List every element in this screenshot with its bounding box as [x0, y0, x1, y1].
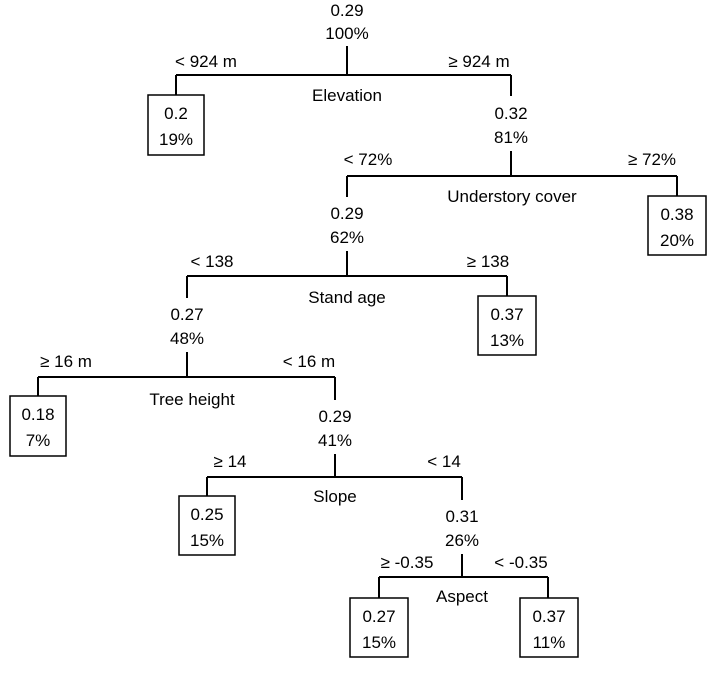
leaf-aspect-high	[349, 597, 409, 658]
slope-split-label: Slope	[313, 487, 356, 506]
leaf-aspect-high-value: 0.27	[362, 607, 395, 626]
leaf-treeheight-high-value: 0.18	[21, 405, 54, 424]
leaf-aspect-low-value: 0.37	[532, 607, 565, 626]
treeheight-split-label: Tree height	[149, 390, 235, 409]
aspect-node-value: 0.31	[445, 507, 478, 526]
treeheight-node-value: 0.27	[170, 305, 203, 324]
leaf-aspect-high-percent: 15%	[362, 633, 396, 652]
treeheight-right-branch-label: < 16 m	[283, 352, 335, 371]
aspect-right-branch-label: < -0.35	[494, 553, 547, 572]
leaf-treeheight-high	[9, 395, 67, 457]
understory-node-value: 0.32	[494, 104, 527, 123]
root-value: 0.29	[330, 1, 363, 20]
elevation-split-label: Elevation	[312, 86, 382, 105]
leaf-aspect-low	[519, 597, 579, 658]
leaf-treeheight-high-percent: 7%	[26, 431, 51, 450]
slope-right-branch-label: < 14	[427, 452, 461, 471]
leaf-slope-high	[178, 495, 236, 556]
leaf-standage-high-value: 0.37	[490, 305, 523, 324]
leaf-aspect-low-percent: 11%	[533, 633, 566, 652]
slope-node-value: 0.29	[318, 407, 351, 426]
understory-node-percent: 81%	[494, 128, 528, 147]
standage-left-branch-label: < 138	[190, 252, 233, 271]
root-percent: 100%	[325, 24, 368, 43]
understory-right-branch-label: ≥ 72%	[628, 150, 676, 169]
standage-node-value: 0.29	[330, 204, 363, 223]
leaf-elevation-low	[147, 94, 205, 156]
leaf-standage-high	[477, 295, 537, 356]
treeheight-left-branch-label: ≥ 16 m	[40, 352, 92, 371]
standage-node-percent: 62%	[330, 228, 364, 247]
leaf-understory-high-value: 0.38	[660, 205, 693, 224]
elevation-left-branch-label: < 924 m	[175, 52, 237, 71]
treeheight-node-percent: 48%	[170, 329, 204, 348]
slope-node-percent: 41%	[318, 431, 352, 450]
leaf-understory-high-percent: 20%	[660, 231, 694, 250]
understory-left-branch-label: < 72%	[344, 150, 393, 169]
leaf-elevation-low-percent: 19%	[159, 130, 193, 149]
understory-split-label: Understory cover	[447, 187, 577, 206]
slope-left-branch-label: ≥ 14	[214, 452, 247, 471]
leaf-elevation-low-value: 0.2	[164, 104, 188, 123]
standage-split-label: Stand age	[308, 288, 386, 307]
aspect-split-label: Aspect	[436, 587, 488, 606]
leaf-slope-high-value: 0.25	[190, 505, 223, 524]
aspect-left-branch-label: ≥ -0.35	[381, 553, 434, 572]
leaf-slope-high-percent: 15%	[190, 531, 224, 550]
leaf-understory-high	[647, 195, 707, 256]
aspect-node-percent: 26%	[445, 531, 479, 550]
standage-right-branch-label: ≥ 138	[467, 252, 509, 271]
elevation-right-branch-label: ≥ 924 m	[448, 52, 509, 71]
leaf-standage-high-percent: 13%	[490, 331, 524, 350]
